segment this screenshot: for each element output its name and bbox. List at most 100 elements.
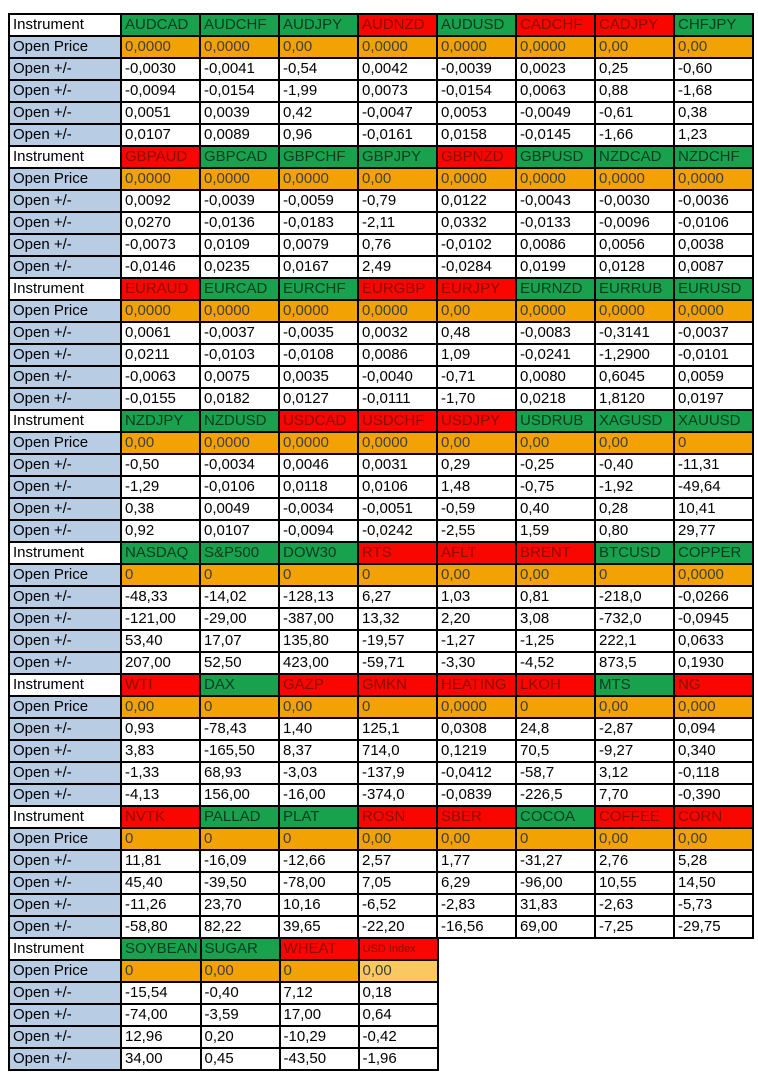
open-change-row: Open +/- 0,0061 -0,0037 -0,0035 0,0032 0,48 -0… [8, 321, 754, 345]
instrument-header-cell: S&P500 [199, 541, 280, 565]
change-value-cell: 0,0332 [436, 211, 517, 235]
change-value-cell: -0,0036 [673, 189, 754, 213]
instrument-header-cell: RTS [357, 541, 438, 565]
change-value-cell: 0,0046 [278, 453, 359, 477]
change-value-cell: -0,0040 [357, 365, 438, 389]
open-price-row: Open Price 0 0,00 0 0,00 [8, 959, 439, 983]
instrument-header-cell: EURNZD [515, 277, 596, 301]
change-value-cell: 1,23 [673, 123, 754, 147]
open-change-row: Open +/- 45,40 -39,50 -78,00 7,05 6,29 -96,00 1… [8, 871, 754, 895]
change-value-cell: 17,07 [199, 629, 280, 653]
change-value-cell: -2,63 [594, 893, 675, 917]
change-value-cell: 125,1 [357, 717, 438, 741]
open-price-cell: 0,00 [594, 695, 675, 719]
instrument-header-cell: XAUUSD [673, 409, 754, 433]
instrument-header-cell: GBPCHF [278, 145, 359, 169]
change-value-cell: -0,0039 [436, 57, 517, 81]
instrument-header-cell: NG [673, 673, 754, 697]
change-value-cell: 0,0118 [278, 475, 359, 499]
change-value-cell: -0,0108 [278, 343, 359, 367]
change-value-cell: 0,40 [515, 497, 596, 521]
change-value-cell: -165,50 [199, 739, 280, 763]
open-price-label: Open Price [8, 959, 122, 983]
change-value-cell: 0,92 [120, 519, 201, 543]
open-price-row: Open Price 0,00 0 0,00 0 0,0000 0 0,00 0,000 [8, 695, 754, 719]
change-value-cell: 2,20 [436, 607, 517, 631]
instrument-header-cell: SOYBEAN [120, 937, 202, 961]
open-price-cell: 0 [199, 695, 280, 719]
change-value-cell: -0,0161 [357, 123, 438, 147]
change-value-cell: 17,00 [278, 1003, 360, 1027]
change-value-cell: 0,0031 [357, 453, 438, 477]
instrument-header-cell: COFFEE [594, 805, 675, 829]
open-change-label: Open +/- [8, 57, 122, 81]
open-price-row: Open Price 0,0000 0,0000 0,00 0,0000 0,0000 0,… [8, 35, 754, 59]
open-change-row: Open +/- -4,13 156,00 -16,00 -374,0 -0,0839 -2… [8, 783, 754, 807]
change-value-cell: -0,59 [436, 497, 517, 521]
change-value-cell: 0,64 [357, 1003, 439, 1027]
change-value-cell: -0,0155 [120, 387, 201, 411]
instrument-header-cell: EURGBP [357, 277, 438, 301]
change-value-cell: 1,8120 [594, 387, 675, 411]
change-value-cell: -7,25 [594, 915, 675, 939]
open-change-label: Open +/- [8, 915, 122, 939]
change-value-cell: 0,80 [594, 519, 675, 543]
instrument-header-cell: GBPNZD [436, 145, 517, 169]
open-price-cell: 0,00 [278, 35, 359, 59]
change-value-cell: -0,0043 [515, 189, 596, 213]
open-price-cell: 0 [120, 563, 201, 587]
change-value-cell: 0,93 [120, 717, 201, 741]
change-value-cell: 0,0218 [515, 387, 596, 411]
open-price-row: Open Price 0 0 0 0,00 0,00 0 0,00 0,00 [8, 827, 754, 851]
change-value-cell: -12,66 [278, 849, 359, 873]
open-price-cell: 0,000 [673, 695, 754, 719]
change-value-cell: 0,0107 [199, 519, 280, 543]
change-value-cell: 0,38 [120, 497, 201, 521]
change-value-cell: 0,0633 [673, 629, 754, 653]
change-value-cell: -39,50 [199, 871, 280, 895]
change-value-cell: 0,0089 [199, 123, 280, 147]
change-value-cell: -1,99 [278, 79, 359, 103]
change-value-cell: -0,0183 [278, 211, 359, 235]
change-value-cell: 0,094 [673, 717, 754, 741]
change-value-cell: 135,80 [278, 629, 359, 653]
header-row: Instrument EURAUD EURCAD EURCHF EURGBP EURJPY… [8, 277, 754, 301]
change-value-cell: 2,57 [357, 849, 438, 873]
open-price-cell: 0,0000 [199, 299, 280, 323]
change-value-cell: 0,0075 [199, 365, 280, 389]
change-value-cell: 10,41 [673, 497, 754, 521]
instrument-block: Instrument GBPAUD GBPCAD GBPCHF GBPJPY GBPNZD… [8, 145, 754, 279]
change-value-cell: -3,59 [199, 1003, 281, 1027]
open-change-label: Open +/- [8, 519, 122, 543]
open-change-label: Open +/- [8, 585, 122, 609]
change-value-cell: 14,50 [673, 871, 754, 895]
open-price-cell: 0,00 [199, 959, 281, 983]
open-price-cell: 0 [199, 563, 280, 587]
open-change-label: Open +/- [8, 739, 122, 763]
open-price-cell: 0,00 [673, 35, 754, 59]
open-price-cell: 0,0000 [120, 35, 201, 59]
open-price-label: Open Price [8, 299, 122, 323]
change-value-cell: -0,0063 [120, 365, 201, 389]
change-value-cell: -0,0145 [515, 123, 596, 147]
change-value-cell: 207,00 [120, 651, 201, 675]
change-value-cell: 69,00 [515, 915, 596, 939]
open-change-label: Open +/- [8, 651, 122, 675]
change-value-cell: -0,0096 [594, 211, 675, 235]
open-price-label: Open Price [8, 35, 122, 59]
change-value-cell: -11,31 [673, 453, 754, 477]
change-value-cell: -0,0059 [278, 189, 359, 213]
open-change-label: Open +/- [8, 343, 122, 367]
instrument-header-cell: USDJPY [436, 409, 517, 433]
change-value-cell: -387,00 [278, 607, 359, 631]
change-value-cell: -0,0136 [199, 211, 280, 235]
open-price-cell: 0,0000 [278, 431, 359, 455]
open-price-cell: 0 [357, 695, 438, 719]
change-value-cell: -96,00 [515, 871, 596, 895]
open-price-cell: 0 [515, 695, 596, 719]
change-value-cell: 7,12 [278, 981, 360, 1005]
change-value-cell: -0,79 [357, 189, 438, 213]
change-value-cell: -19,57 [357, 629, 438, 653]
open-change-label: Open +/- [8, 607, 122, 631]
change-value-cell: 0,0063 [515, 79, 596, 103]
